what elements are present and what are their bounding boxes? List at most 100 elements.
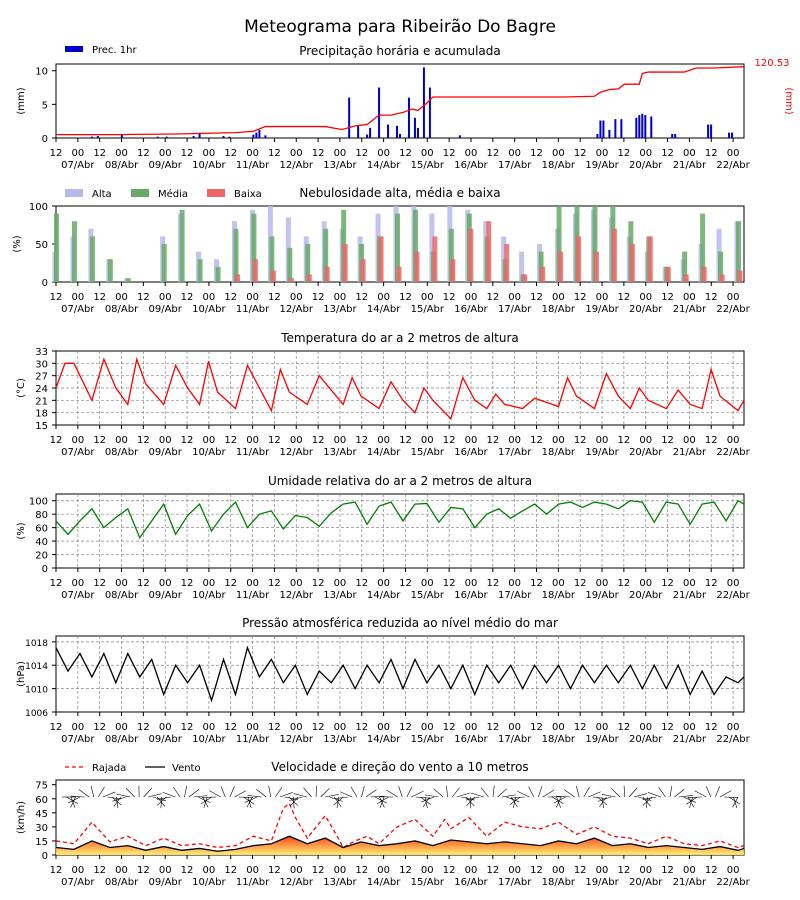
x-tick-label: 00 — [465, 578, 478, 589]
day-label: 12/Abr — [280, 877, 314, 888]
y-tick-label: 15 — [35, 837, 48, 848]
day-label: 10/Abr — [192, 304, 226, 315]
x-tick-label: 00 — [639, 435, 652, 446]
wind-direction-arrow — [333, 796, 348, 800]
precip-bar — [222, 135, 225, 138]
cloud-low-bar — [522, 274, 528, 282]
y-axis-label: (%) — [16, 522, 27, 539]
x-tick-label: 12 — [661, 722, 674, 733]
main-title: Meteograma para Ribeirão Do Bagre — [244, 17, 556, 37]
wind-direction-arrow — [173, 786, 181, 798]
precip-bar — [674, 133, 677, 138]
x-tick-label: 00 — [246, 722, 259, 733]
precip-bar — [710, 124, 713, 138]
panel-frame — [55, 63, 745, 139]
x-tick-label: 12 — [574, 865, 587, 876]
day-label: 15/Abr — [411, 447, 445, 458]
x-tick-label: 00 — [203, 435, 216, 446]
x-tick-label: 12 — [268, 292, 281, 303]
wind-direction-arrow — [78, 789, 90, 798]
wind-direction-arrow — [246, 796, 253, 808]
x-tick-label: 00 — [159, 292, 172, 303]
x-tick-label: 00 — [290, 148, 303, 159]
x-tick-label: 12 — [443, 865, 456, 876]
cloud-mid-bar — [718, 251, 724, 282]
x-tick-label: 00 — [639, 578, 652, 589]
day-label: 14/Abr — [367, 160, 401, 171]
x-tick-label: 12 — [530, 722, 543, 733]
precip-bar — [90, 136, 93, 138]
x-tick-label: 12 — [661, 292, 674, 303]
humidity-line — [55, 499, 745, 540]
y-tick-label: 30 — [35, 359, 48, 370]
day-label: 19/Abr — [585, 160, 619, 171]
x-tick-label: 00 — [71, 435, 84, 446]
x-tick-label: 00 — [683, 435, 696, 446]
x-tick-label: 12 — [486, 435, 499, 446]
day-label: 09/Abr — [149, 304, 183, 315]
wind-direction-arrow — [361, 785, 365, 798]
gust-line — [55, 802, 745, 849]
precip-bar — [650, 116, 653, 138]
x-tick-label: 00 — [421, 578, 434, 589]
precip-bar — [635, 117, 638, 138]
day-label: 17/Abr — [498, 160, 532, 171]
x-tick-label: 00 — [683, 148, 696, 159]
wind-direction-arrow — [528, 786, 535, 798]
panel-title: Pressão atmosférica reduzida ao nível mé… — [242, 616, 558, 630]
cloud-low-bar — [611, 228, 617, 282]
y-tick-label: 0 — [42, 278, 48, 289]
x-tick-label: 00 — [203, 865, 216, 876]
day-label: 12/Abr — [280, 447, 314, 458]
day-label: 08/Abr — [105, 590, 139, 601]
x-tick-label: 00 — [115, 435, 128, 446]
wind-direction-arrow — [288, 796, 299, 806]
legend-swatch-mid — [131, 189, 149, 197]
x-tick-label: 12 — [443, 722, 456, 733]
x-tick-label: 00 — [508, 578, 521, 589]
x-tick-label: 00 — [465, 865, 478, 876]
cloud-mid-bar — [287, 247, 293, 282]
day-label: 10/Abr — [192, 590, 226, 601]
x-tick-label: 12 — [399, 722, 412, 733]
day-label: 11/Abr — [236, 447, 270, 458]
x-tick-label: 00 — [421, 148, 434, 159]
cloud-mid-bar — [412, 209, 418, 282]
x-tick-label: 00 — [421, 292, 434, 303]
cloud-low-bar — [486, 221, 492, 282]
day-label: 07/Abr — [61, 590, 95, 601]
day-label: 17/Abr — [498, 590, 532, 601]
wind-direction-arrow — [268, 785, 271, 798]
cloud-low-bar — [575, 236, 581, 282]
day-label: 14/Abr — [367, 734, 401, 745]
legend-swatch-precip — [65, 46, 83, 52]
x-tick-label: 00 — [334, 435, 347, 446]
wind-direction-arrow — [339, 791, 353, 798]
day-label: 20/Abr — [629, 447, 663, 458]
wind-direction-arrow — [336, 796, 340, 809]
x-tick-label: 00 — [334, 722, 347, 733]
wind-direction-arrow — [325, 793, 339, 798]
wind-direction-arrow — [70, 795, 85, 798]
x-tick-label: 00 — [115, 292, 128, 303]
wind-direction-arrow — [517, 790, 530, 798]
wind-direction-arrow — [350, 786, 358, 798]
x-tick-label: 12 — [399, 435, 412, 446]
x-tick-label: 12 — [50, 435, 63, 446]
panel-title: Umidade relativa do ar a 2 metros de alt… — [268, 474, 532, 488]
x-tick-label: 12 — [312, 292, 325, 303]
cloud-low-bar — [558, 251, 564, 282]
x-tick-label: 00 — [159, 148, 172, 159]
x-tick-label: 00 — [246, 578, 259, 589]
cloud-mid-bar — [251, 213, 257, 282]
wind-direction-arrow — [68, 796, 81, 804]
wind-direction-arrow — [492, 785, 495, 798]
day-label: 17/Abr — [498, 734, 532, 745]
y-axis-label: (km/h) — [16, 801, 27, 834]
x-tick-label: 12 — [181, 865, 194, 876]
wind-direction-arrow — [674, 788, 685, 798]
x-tick-label: 12 — [443, 578, 456, 589]
x-tick-label: 12 — [355, 435, 368, 446]
day-label: 11/Abr — [236, 877, 270, 888]
x-tick-label: 12 — [268, 578, 281, 589]
